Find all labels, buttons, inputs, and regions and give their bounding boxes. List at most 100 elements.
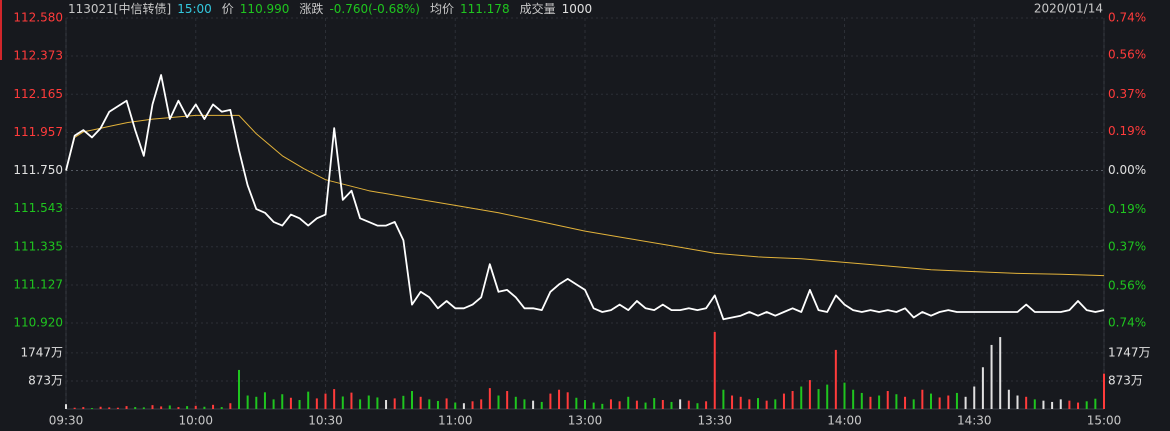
y2-tick-label: 0.00%	[1108, 163, 1146, 177]
y2-tick-label: 0.56%	[1108, 278, 1146, 292]
volume-bar	[1042, 400, 1045, 409]
volume-bar	[782, 393, 785, 409]
volume-bar	[990, 344, 993, 409]
volume-bar	[142, 407, 145, 409]
volume-bar	[402, 395, 405, 409]
volume-bar	[108, 407, 111, 409]
y-tick-label: 111.335	[13, 239, 63, 253]
volume-bar	[757, 398, 759, 409]
volume-bar	[722, 389, 725, 409]
volume-bar	[808, 380, 811, 409]
x-tick-label: 14:30	[957, 414, 992, 428]
volume-bar	[1094, 398, 1097, 409]
volume-bar	[454, 402, 457, 409]
volume-bar	[592, 402, 595, 409]
y-tick-label: 112.165	[13, 87, 63, 101]
edge-marker	[0, 0, 2, 60]
volume-bar	[212, 404, 215, 409]
volume-bar	[333, 389, 336, 409]
volume-bar	[869, 396, 872, 409]
volume-bar	[852, 389, 855, 409]
volume-bar	[878, 395, 881, 409]
volume-bar	[713, 331, 716, 409]
x-tick-label: 15:00	[1087, 414, 1122, 428]
volume-bar	[627, 396, 630, 409]
volume-bar	[90, 408, 93, 409]
volume-bar	[601, 403, 604, 409]
volume-bar	[774, 399, 777, 409]
average-line	[65, 114, 1105, 277]
volume-bar	[350, 392, 353, 409]
volume-bar	[930, 393, 932, 409]
volume-bar	[679, 399, 682, 409]
volume-bar	[1033, 399, 1036, 409]
volume-bar	[765, 400, 768, 409]
volume-bar	[272, 399, 275, 409]
volume-bar	[168, 405, 171, 409]
volume-bar	[281, 394, 284, 409]
volume-bar	[1103, 373, 1105, 409]
volume-bar	[981, 367, 984, 409]
volume-bar	[177, 407, 180, 409]
field-value: -0.760(-0.68%)	[329, 2, 420, 16]
volume-bar	[843, 382, 846, 409]
y-tick-label: 112.580	[13, 11, 63, 25]
volume-bar	[860, 392, 863, 409]
x-tick-label: 10:30	[308, 414, 343, 428]
volume-bar	[436, 400, 439, 409]
volume-bar	[307, 391, 310, 409]
volume-bar	[800, 386, 803, 409]
volume-bar	[246, 395, 249, 409]
volume-bar	[263, 392, 266, 409]
volume-bar	[955, 392, 958, 409]
volume-bar	[791, 391, 794, 409]
y2-tick-label: 1747万	[1108, 345, 1151, 359]
volume-bar	[480, 399, 483, 409]
volume-bar	[670, 401, 673, 409]
volume-bar	[661, 400, 664, 409]
volume-bar	[566, 392, 569, 409]
volume-bar	[134, 407, 137, 409]
volume-bar	[999, 337, 1002, 409]
volume-bar	[947, 395, 950, 409]
volume-bar	[160, 406, 163, 409]
volume-bar	[540, 401, 543, 409]
volume-bar	[1068, 400, 1071, 409]
volume-bar	[186, 406, 189, 409]
volume-bar	[497, 395, 500, 409]
volume-bar	[964, 396, 967, 409]
x-tick-label: 13:00	[568, 414, 603, 428]
volume-bar	[895, 394, 898, 409]
volume-bar	[523, 399, 526, 409]
volume-bar	[1051, 401, 1054, 409]
x-tick-label: 14:00	[827, 414, 862, 428]
volume-bar	[289, 397, 292, 409]
field-label: 价	[222, 2, 234, 16]
volume-bar	[644, 402, 647, 409]
volume-bar	[1059, 399, 1062, 409]
y-tick-label: 111.127	[13, 277, 63, 291]
volume-bar	[445, 398, 448, 409]
volume-bar	[973, 386, 976, 409]
x-tick-label: 13:30	[697, 414, 732, 428]
y-tick-label: 112.373	[13, 49, 63, 63]
date: 2020/01/14	[1034, 2, 1103, 16]
volume-bar	[826, 384, 829, 409]
field-value: 1000	[562, 2, 593, 16]
y-tick-label: 110.920	[13, 316, 63, 330]
code: 113021[中信转债]	[68, 1, 171, 16]
volume-bar	[904, 396, 907, 409]
y2-tick-label: 0.74%	[1108, 11, 1146, 25]
volume-bar	[558, 389, 561, 409]
volume-bar	[549, 393, 552, 409]
volume-bar	[575, 397, 578, 409]
volume-bar	[1025, 396, 1028, 409]
volume-bar	[1077, 402, 1080, 409]
volume-bar	[220, 407, 223, 409]
volume-bar	[748, 399, 751, 409]
y-tick-label: 111.957	[13, 125, 63, 139]
volume-bar	[1085, 401, 1088, 409]
